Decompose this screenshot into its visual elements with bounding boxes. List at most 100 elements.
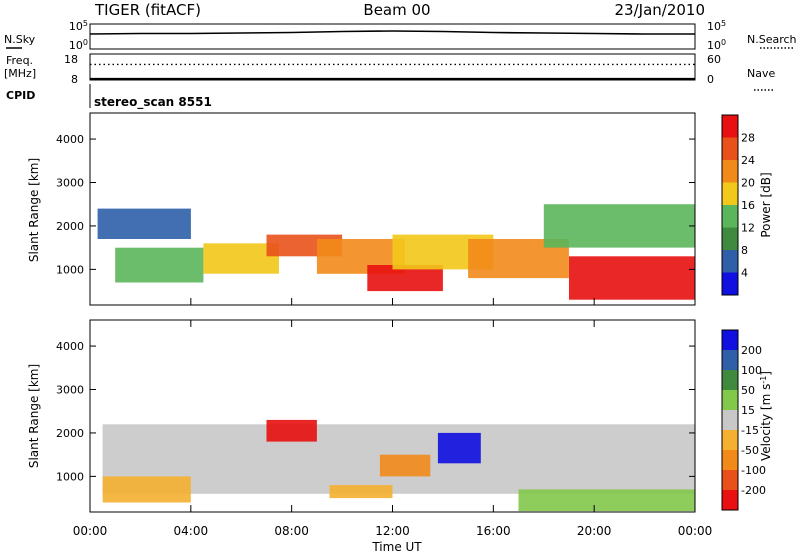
y-tick-label-0: 1000 [56, 263, 84, 276]
x-tick-label-5: 20:00 [577, 524, 612, 538]
x-tick-label-2: 08:00 [274, 524, 309, 538]
freq-series [90, 63, 695, 80]
power-cbar-tick-3: 16 [741, 199, 755, 212]
x-tick-label-1: 04:00 [174, 524, 209, 538]
power-cbar-swatch-3 [722, 205, 738, 228]
power-heatmap [97, 204, 696, 300]
vel-cbar-swatch-5 [722, 390, 738, 410]
power-cbar-tick-4: 20 [741, 177, 755, 190]
power-cbar-tick-5: 24 [741, 154, 755, 167]
nsky-series [89, 30, 695, 35]
vel-cbar-swatch-7 [722, 350, 738, 370]
power-cbar-swatch-7 [722, 115, 738, 138]
vel-cbar-swatch-6 [722, 370, 738, 390]
vel-cbar-tick-5: -50 [741, 444, 759, 457]
power-ylabel: Slant Range [km] [27, 158, 41, 262]
power-cbar-tick-2: 12 [741, 222, 755, 235]
vel-cbar-swatch-0 [722, 490, 738, 510]
x-tick-label-0: 00:00 [73, 524, 108, 538]
heat-cell-9 [97, 208, 191, 239]
freq-frame [89, 53, 696, 81]
power-cbar-swatch-0 [722, 272, 738, 295]
nsky-line [89, 30, 695, 35]
cpid-label: CPID [6, 89, 35, 102]
freq-panel: Freq. [MHz] 18 8 60 0 Nave [4, 53, 775, 91]
vel-cbar-tick-0: 200 [741, 344, 762, 357]
velocity-ylabel: Slant Range [km] [27, 364, 41, 468]
nsky-tick-top: 105 [69, 19, 88, 33]
vel-cbar-tick-2: 50 [741, 384, 755, 397]
station-title: TIGER (fitACF) [94, 1, 201, 19]
power-y-axis: 1000 2000 3000 4000 [56, 133, 696, 305]
nsky-tick-bottom: 100 [69, 38, 88, 52]
nsky-right-tick-bottom: 100 [707, 38, 726, 52]
freq-tick-bottom: 8 [71, 73, 78, 86]
date-title: 23/Jan/2010 [615, 1, 706, 19]
nave-tick-top: 60 [707, 53, 721, 66]
y-tick-label-3: 4000 [56, 340, 84, 353]
nave-label: Nave [747, 67, 775, 80]
nsearch-label: N.Search [747, 33, 797, 46]
freq-unit: [MHz] [4, 67, 36, 80]
velocity-panel: 1000 2000 3000 4000 00:00 04:00 08:00 12:00 16:… [27, 319, 773, 554]
vel-cbar-swatch-4 [722, 410, 738, 430]
power-cbar-label: Power [dB] [759, 172, 773, 237]
velocity-xlabel: Time UT [371, 540, 422, 554]
vel-cbar-tick-1: 100 [741, 364, 762, 377]
power-cbar-tick-0: 4 [741, 267, 748, 280]
x-tick-label-4: 16:00 [476, 524, 511, 538]
velocity-cbar-label: Velocity [m s-1] [759, 371, 773, 461]
power-cbar-swatch-4 [722, 182, 738, 205]
freq-tick-top: 18 [64, 53, 78, 66]
vel-cbar-tick-7: -200 [741, 484, 766, 497]
heat-cell-0 [115, 247, 204, 283]
power-panel: 1000 2000 3000 4000 Slant Range [km] 4 8 12 16… [27, 112, 773, 306]
power-cbar-tick-1: 8 [741, 244, 748, 257]
vel-cbar-frame [721, 329, 739, 511]
heat-cell-4 [437, 432, 481, 464]
heat-cell-7 [569, 256, 695, 300]
y-tick-label-2: 3000 [56, 177, 84, 190]
y-tick-label-3: 4000 [56, 133, 84, 146]
vel-cbar-tick-3: 15 [741, 404, 755, 417]
power-colorbar: 4 8 12 16 20 24 28 [721, 114, 755, 296]
vel-cbar-tick-4: -15 [741, 424, 759, 437]
heat-cell-8 [543, 204, 696, 248]
y-tick-label-0: 1000 [56, 470, 84, 483]
vel-cbar-swatch-2 [722, 450, 738, 470]
vel-cbar-swatch-1 [722, 470, 738, 490]
velocity-colorbar: 200 100 50 15 -15 -50 -100 -200 [721, 329, 766, 511]
nsky-right-tick-top: 105 [707, 19, 726, 33]
velocity-y-axis: 1000 2000 3000 4000 [56, 340, 695, 483]
power-cbar-swatch-6 [722, 137, 738, 160]
heat-cell-1 [203, 243, 279, 274]
vel-cbar-swatch-3 [722, 430, 738, 450]
nave-tick-bottom: 0 [707, 73, 714, 86]
x-tick-label-3: 12:00 [375, 524, 410, 538]
velocity-heatmap [102, 419, 696, 512]
y-tick-label-2: 3000 [56, 384, 84, 397]
x-tick-label-6: 00:00 [678, 524, 713, 538]
vel-cbar-swatch-8 [722, 330, 738, 350]
freq-label: Freq. [6, 54, 33, 67]
power-cbar-tick-6: 28 [741, 132, 755, 145]
power-cbar-frame [721, 114, 739, 296]
heat-cell-5 [518, 489, 695, 512]
power-cbar-swatch-2 [722, 227, 738, 250]
nsky-panel: N.Sky 105 100 105 100 N.Search [4, 19, 797, 52]
heat-cell-3 [329, 485, 393, 499]
heat-cell-2 [379, 454, 431, 477]
y-tick-label-1: 2000 [56, 427, 84, 440]
nsky-label: N.Sky [4, 33, 36, 46]
power-cbar-swatch-5 [722, 160, 738, 183]
vel-cbar-tick-6: -100 [741, 464, 766, 477]
velocity-x-axis: 00:00 04:00 08:00 12:00 16:00 20:00 00:00 [73, 320, 713, 538]
nsky-frame [89, 23, 696, 50]
y-tick-label-1: 2000 [56, 220, 84, 233]
heat-cell-6 [102, 476, 191, 503]
cpid-value: stereo_scan 8551 [94, 95, 212, 110]
beam-title: Beam 00 [363, 1, 430, 19]
power-cbar-swatch-1 [722, 250, 738, 273]
heat-cell-1 [266, 419, 317, 442]
